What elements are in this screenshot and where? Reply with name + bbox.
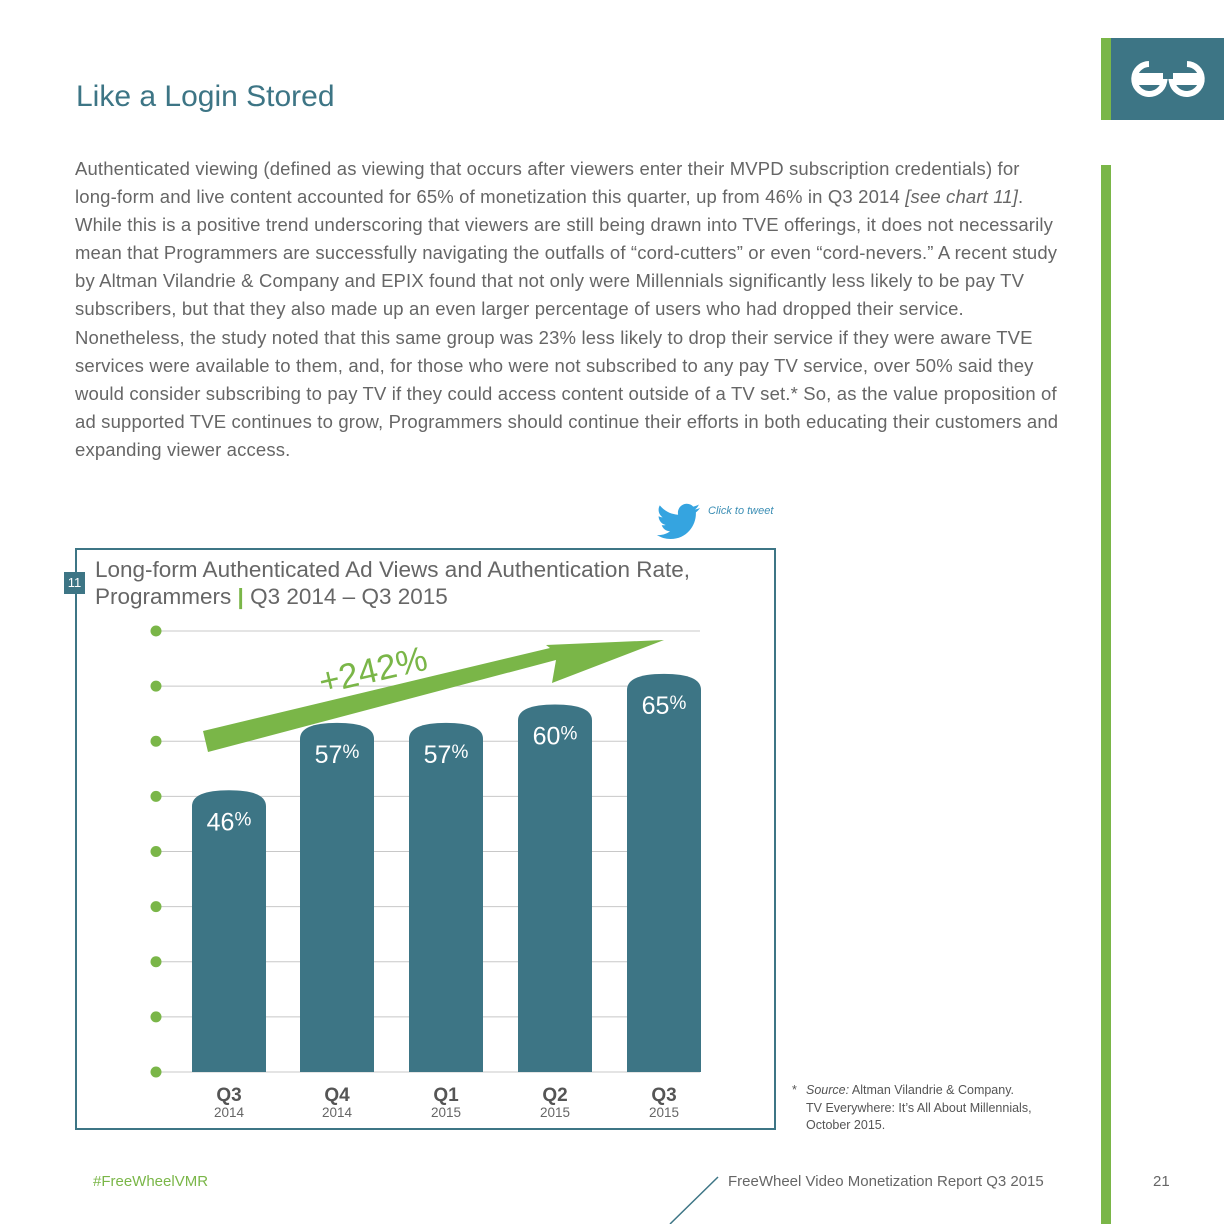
bar-value-label: 65% [642,692,687,720]
chart-title-period: Q3 2014 – Q3 2015 [250,584,448,609]
bar [518,704,592,1072]
freewheel-logo [1111,38,1224,120]
bar-value-label: 57% [315,741,360,769]
source-line1: Altman Vilandrie & Company. [851,1083,1015,1097]
logo-accent-stripe [1101,38,1111,120]
axis-dot [150,846,162,857]
bar [627,673,701,1072]
chart-number-badge: 11 [64,572,85,594]
axis-dot [150,1066,162,1078]
bar [192,790,266,1072]
body-text-part2: . While this is a positive trend undersc… [75,186,1059,460]
x-tick-quarter: Q2 [542,1085,567,1106]
axis-dot [150,956,162,968]
x-tick-year: 2015 [431,1105,461,1120]
body-text-part1: Authenticated viewing (defined as viewin… [75,158,1020,208]
chart-reference: [see chart 11] [905,186,1019,208]
side-accent-bar [1101,165,1111,1224]
x-tick-year: 2014 [322,1105,353,1120]
bar-value-label: 60% [533,723,578,751]
bar [300,722,374,1072]
x-tick-quarter: Q1 [433,1085,459,1106]
bar [409,722,483,1072]
chart-title-separator: | [237,584,244,609]
x-tick-quarter: Q4 [324,1085,350,1106]
bar-value-label: 57% [424,741,469,769]
axis-dot [150,735,162,747]
page-title: Like a Login Stored [76,80,335,113]
chart-title: Long-form Authenticated Ad Views and Aut… [95,556,690,610]
axis-dot [150,790,162,802]
chart-title-line2: Programmers | Q3 2014 – Q3 2015 [95,583,690,610]
chart-title-line1: Long-form Authenticated Ad Views and Aut… [95,557,690,582]
twitter-bird-icon [656,503,700,539]
source-line3: October 2015. [806,1118,886,1132]
chart-frame [75,548,776,1130]
x-tick-quarter: Q3 [651,1085,676,1106]
click-to-tweet-label: Click to tweet [708,505,774,517]
x-tick-year: 2014 [214,1105,245,1120]
source-label: Source: [806,1083,850,1097]
bar-value-label: 46% [207,808,252,836]
click-to-tweet-link[interactable]: Click to tweet [656,503,786,543]
source-line2: TV Everywhere: It’s All About Millennial… [806,1100,1032,1115]
body-paragraph: Authenticated viewing (defined as viewin… [75,155,1065,464]
axis-dot [150,625,162,637]
x-tick-year: 2015 [540,1105,570,1120]
growth-arrow [203,640,664,752]
x-tick-year: 2015 [649,1105,679,1120]
source-asterisk: * [792,1083,797,1097]
footer-hashtag: #FreeWheelVMR [93,1173,209,1190]
x-tick-quarter: Q3 [216,1085,241,1106]
footer-report-title: FreeWheel Video Monetization Report Q3 2… [728,1173,1044,1190]
axis-dot [150,901,162,913]
freewheel-logo-icon [1131,61,1205,97]
page-number: 21 [1153,1173,1170,1190]
axis-dot [150,680,162,692]
source-note: * Source: Altman Vilandrie & Company. TV… [792,1082,1072,1135]
axis-dot [150,1011,162,1023]
chart-title-segment: Programmers [95,584,232,609]
